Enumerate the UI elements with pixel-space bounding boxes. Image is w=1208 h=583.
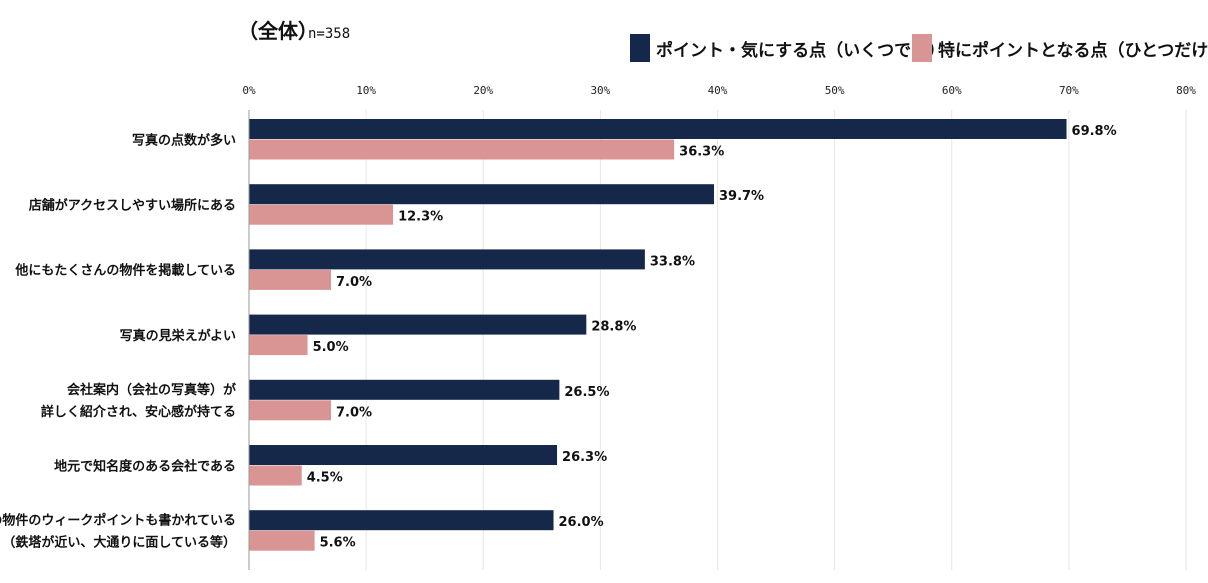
data-labels: 69.8% 39.7% 33.8% 28.8% 26.5% 26.3% 26.0% 36.3%…: [307, 124, 1117, 551]
data-label: 4.5%: [307, 471, 343, 486]
data-label: 12.3%: [398, 210, 443, 225]
legend-swatch-series-1: [630, 34, 650, 62]
data-label: 7.0%: [336, 405, 372, 420]
x-tick-label: 20%: [473, 84, 493, 97]
data-label: 26.0%: [559, 515, 604, 530]
bars: [249, 119, 1067, 551]
category-label: （鉄塔が近い、大通りに面している等）: [2, 534, 236, 550]
category-label: 写真の見栄えがよい: [120, 328, 236, 344]
bar-series-2: [249, 400, 331, 421]
bar-series-1: [249, 445, 558, 465]
bar-series-1: [249, 510, 554, 531]
data-label: 26.5%: [564, 385, 609, 400]
data-label: 26.3%: [562, 450, 607, 465]
x-tick-label: 0%: [242, 84, 256, 97]
bar-series-2: [249, 335, 308, 356]
data-label: 33.8%: [650, 254, 695, 269]
x-tick-label: 80%: [1176, 84, 1196, 97]
bar-series-2: [249, 269, 331, 290]
legend-swatch-series-2: [912, 34, 932, 62]
chart-title: （全体）: [238, 19, 318, 43]
x-tick-label: 10%: [356, 84, 376, 97]
gridlines: [248, 110, 1187, 570]
data-label: 39.7%: [719, 189, 764, 204]
category-label: その物件のウィークポイントも書かれている: [0, 512, 236, 528]
category-label: 店舗がアクセスしやすい場所にある: [29, 197, 236, 213]
bar-series-1: [249, 314, 587, 335]
bar-series-1: [249, 249, 645, 270]
category-label: 会社案内（会社の写真等）が: [67, 382, 236, 398]
legend-label-series-2: 特にポイントとなる点（ひとつだけ）: [938, 40, 1208, 61]
bar-series-2: [249, 530, 315, 551]
category-label: 写真の点数が多い: [132, 132, 236, 148]
x-axis-ticks: 0% 10% 20% 30% 40% 50% 60% 70% 80%: [242, 84, 1196, 97]
category-label: 詳しく紹介され、安心感が持てる: [41, 404, 236, 420]
bar-series-2: [249, 139, 675, 160]
category-label: 他にもたくさんの物件を掲載している: [14, 263, 236, 279]
data-label: 5.0%: [313, 340, 349, 355]
data-label: 28.8%: [591, 320, 636, 335]
x-tick-label: 30%: [590, 84, 610, 97]
bar-series-2: [249, 204, 394, 225]
legend-label-series-1: ポイント・気にする点（いくつでも）: [656, 40, 945, 61]
legend: ポイント・気にする点（いくつでも） 特にポイントとなる点（ひとつだけ）: [630, 34, 1208, 62]
data-label: 36.3%: [679, 145, 724, 160]
x-tick-label: 60%: [942, 84, 962, 97]
data-label: 5.6%: [320, 536, 356, 551]
data-label: 7.0%: [336, 275, 372, 290]
sample-size: n=358: [308, 26, 350, 42]
y-axis-labels: 写真の点数が多い店舗がアクセスしやすい場所にある他にもたくさんの物件を掲載してい…: [0, 132, 236, 550]
bar-series-1: [249, 379, 560, 400]
x-tick-label: 50%: [825, 84, 845, 97]
category-label: 地元で知名度のある会社である: [54, 458, 236, 474]
x-tick-label: 70%: [1059, 84, 1079, 97]
data-label: 69.8%: [1072, 124, 1117, 139]
bar-series-2: [249, 465, 302, 486]
bar-series-1: [249, 184, 714, 205]
x-tick-label: 40%: [708, 84, 728, 97]
bar-series-1: [249, 119, 1067, 139]
